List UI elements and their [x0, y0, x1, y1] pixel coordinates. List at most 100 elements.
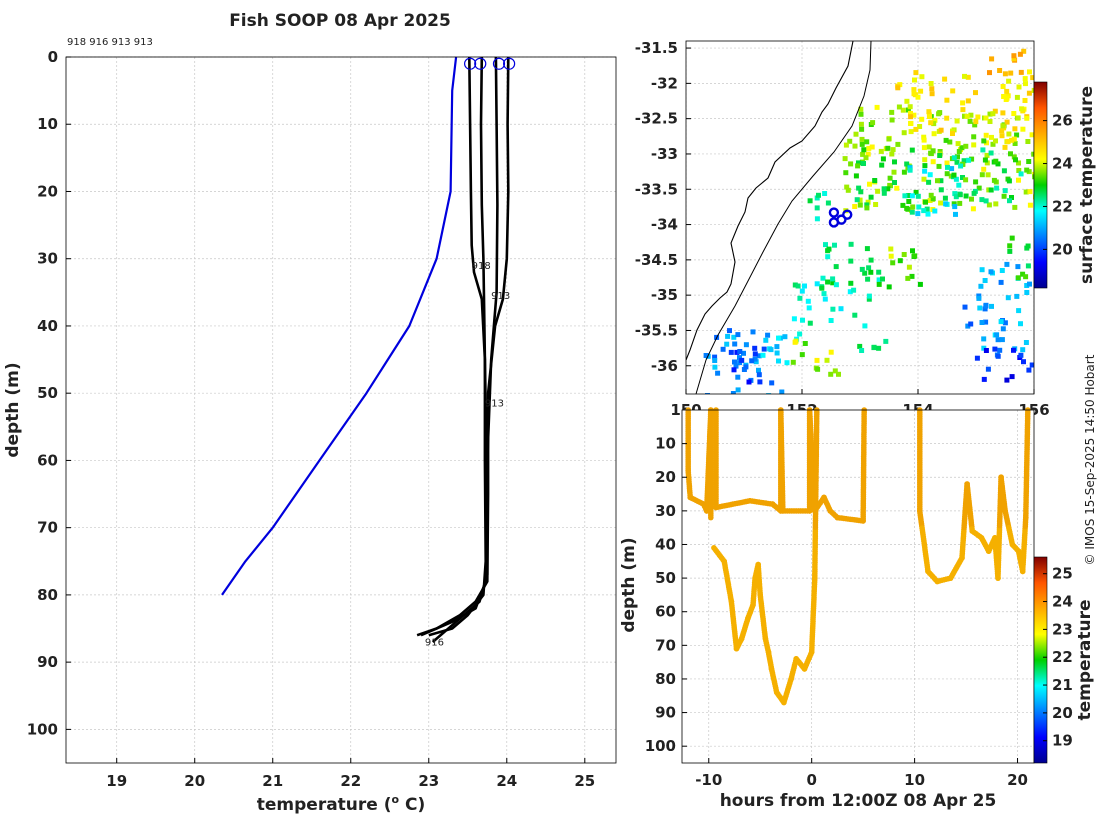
sst-cell — [938, 200, 944, 206]
sst-cell — [1002, 71, 1008, 77]
sst-cell — [807, 320, 813, 326]
sst-cell — [844, 184, 850, 190]
sst-cell — [856, 160, 861, 166]
sst-cell — [871, 345, 877, 351]
sst-cell — [731, 367, 737, 373]
sst-cell — [967, 118, 973, 124]
sst-cell — [1004, 95, 1010, 101]
ts-y-tick-label: 100 — [645, 737, 676, 755]
sst-cell — [969, 196, 974, 202]
sst-cell — [730, 391, 736, 394]
sst-cell — [822, 191, 828, 196]
sst-cell — [908, 129, 914, 135]
sst-cell — [876, 269, 882, 275]
sst-field — [703, 48, 1034, 394]
sst-cell — [924, 206, 930, 212]
sst-cell — [932, 117, 938, 123]
sst-cell — [938, 127, 944, 133]
sst-cell — [929, 86, 935, 92]
sst-cell — [1000, 123, 1006, 129]
station-marker — [828, 207, 840, 218]
sst-cell — [823, 242, 828, 248]
sst-cell — [937, 153, 943, 158]
sst-cell — [712, 358, 718, 363]
sst-cell — [746, 379, 752, 385]
sst-cell — [908, 120, 914, 126]
sst-cell — [820, 275, 826, 281]
sst-cell — [888, 246, 894, 252]
temp-colorbar-tick-label: 19 — [1052, 732, 1073, 750]
map-y-tick-label: -31.5 — [635, 39, 678, 57]
sst-cell — [868, 257, 874, 263]
sst-cell — [795, 283, 801, 289]
sst-cell — [784, 360, 790, 366]
sst-cell — [838, 306, 844, 312]
sst-cell — [908, 110, 913, 116]
sst-cell — [814, 205, 820, 211]
sst-cell — [921, 145, 927, 151]
sst-cell — [942, 195, 948, 201]
y-tick-label: 10 — [37, 115, 58, 133]
sst-cell — [889, 151, 895, 157]
sst-cell — [983, 198, 989, 204]
sst-colorbar — [1033, 81, 1048, 289]
sst-cell — [741, 367, 747, 372]
sst-cell — [962, 113, 967, 119]
sst-cell — [1027, 202, 1033, 208]
sst-cell — [912, 77, 917, 83]
x-axis-label: temperature (o C) — [257, 793, 426, 815]
sst-cell — [963, 143, 969, 149]
sst-cell — [1032, 174, 1034, 180]
profile-annotation: 913 — [485, 399, 504, 410]
sst-cell — [1004, 88, 1010, 94]
sst-cell — [894, 185, 900, 191]
sst-cell — [843, 142, 849, 148]
sst-cell — [953, 211, 958, 217]
sst-cell — [769, 380, 775, 386]
sst-cell — [930, 148, 936, 154]
sst-cell — [889, 109, 895, 115]
sst-cell — [971, 142, 977, 148]
sst-cell — [944, 171, 950, 177]
sst-cell — [876, 277, 882, 283]
sst-cell — [1004, 119, 1010, 125]
sst-cell — [889, 117, 895, 123]
sst-cell — [774, 350, 780, 356]
sst-cell — [954, 159, 960, 165]
profile-annotation: 918 — [472, 261, 491, 272]
sst-cell — [1009, 374, 1015, 380]
sst-cell — [965, 323, 971, 329]
sst-cell — [944, 160, 950, 166]
sst-cell — [865, 151, 871, 157]
sst-cell — [951, 172, 957, 178]
y-tick-label: 20 — [37, 182, 58, 200]
ts-y-tick-label: 30 — [655, 502, 676, 520]
sst-cell — [814, 281, 820, 287]
sst-cell — [913, 126, 919, 132]
sst-cell — [998, 279, 1004, 285]
sst-cell — [1024, 167, 1030, 173]
sst-cell — [852, 143, 858, 149]
sst-cell — [1011, 136, 1017, 142]
ts-y-tick-label: 20 — [655, 468, 676, 486]
sst-cell — [756, 372, 762, 378]
sst-cell — [1004, 377, 1010, 383]
temp-colorbar-tick-label: 23 — [1052, 620, 1073, 638]
sst-cell — [930, 159, 936, 165]
sst-cell — [724, 341, 730, 347]
sst-cell — [968, 112, 974, 118]
sst-cell — [990, 141, 996, 147]
sst-cell — [1006, 178, 1012, 184]
sst-cell — [1033, 70, 1034, 76]
sst-cell — [732, 341, 738, 347]
map-y-tick-label: -35.5 — [635, 321, 678, 339]
sst-cell — [854, 197, 860, 203]
sst-cell — [988, 269, 994, 275]
sst-cell — [973, 90, 978, 96]
y-tick-label: 0 — [48, 48, 58, 66]
coastline — [686, 41, 854, 361]
sst-cell — [983, 303, 989, 309]
sst-cell — [750, 329, 756, 335]
ts-y-tick-label: 60 — [655, 603, 676, 621]
sst-cell — [797, 331, 803, 337]
